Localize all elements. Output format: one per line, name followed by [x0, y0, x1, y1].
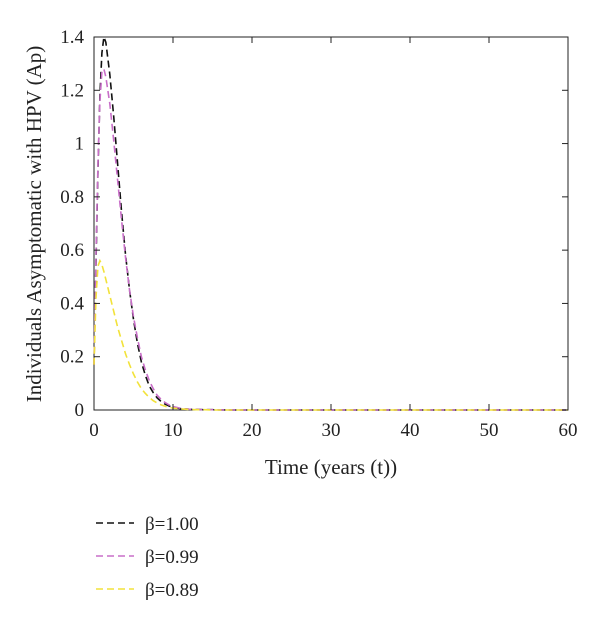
- series-layer: [93, 36, 568, 411]
- legend-label-2: β=0.99: [145, 547, 199, 568]
- x-axis-label: Time (years (t)): [265, 455, 397, 479]
- legend-label-3: β=0.89: [145, 580, 199, 601]
- y-tick-label: 1.2: [60, 80, 84, 101]
- x-tick-label: 0: [89, 420, 99, 441]
- y-axis-label: Individuals Asymptomatic with HPV (Ap): [22, 46, 46, 403]
- x-tick-label: 10: [164, 420, 183, 441]
- x-tick-label: 30: [322, 420, 341, 441]
- y-tick-label: 1: [75, 134, 85, 155]
- series-line-3: [93, 258, 568, 411]
- legend-label-1: β=1.00: [145, 514, 199, 535]
- x-tick-label: 20: [243, 420, 262, 441]
- y-tick-label: 0.8: [60, 187, 84, 208]
- plot-border: [93, 36, 569, 411]
- plot-area: [93, 36, 569, 411]
- x-tick-label: 40: [401, 420, 420, 441]
- x-tick-label: 50: [480, 420, 499, 441]
- series-line-1: [93, 36, 568, 411]
- y-tick-label: 0.6: [60, 240, 84, 261]
- y-tick-label: 0: [75, 400, 85, 421]
- legend: β=1.00 β=0.99 β=0.89: [96, 514, 199, 601]
- y-tick-label: 0.4: [60, 293, 84, 314]
- series-line-2: [93, 67, 568, 411]
- x-tick-label: 60: [559, 420, 578, 441]
- y-tick-label: 1.4: [60, 27, 84, 48]
- y-tick-label: 0.2: [60, 347, 84, 368]
- axis-ticks: 0 10 20 30 40 50 60 0 0.2 0.4 0.6 0.8 1 1.2 1.4: [60, 27, 577, 441]
